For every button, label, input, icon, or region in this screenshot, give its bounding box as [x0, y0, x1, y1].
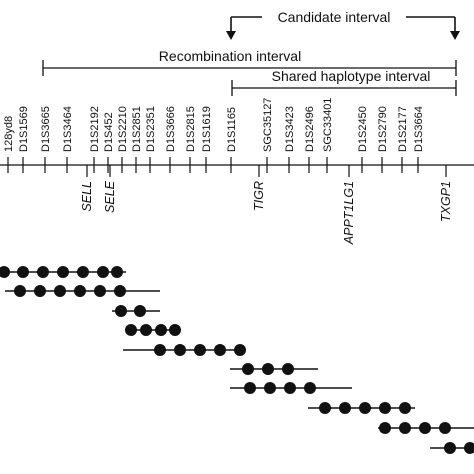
- marker-hit-dot: [244, 382, 256, 394]
- marker-hit-dot: [194, 344, 206, 356]
- clone-contig-rows: [0, 266, 474, 454]
- marker-hit-dot: [154, 344, 166, 356]
- marker-label: D1S2210: [117, 106, 129, 152]
- clone-row: [230, 363, 318, 375]
- shared-haplotype-interval-bracket: Shared haplotype interval: [231, 68, 457, 96]
- marker-hit-dot: [399, 422, 411, 434]
- marker-hit-dot: [464, 442, 474, 454]
- marker-hit-dot: [114, 285, 126, 297]
- marker-hit-dot: [74, 285, 86, 297]
- marker-label: D1S2351: [145, 106, 157, 152]
- recombination-interval-label: Recombination interval: [159, 48, 301, 64]
- marker-label: SGC33401: [322, 98, 334, 152]
- marker-hit-dot: [359, 402, 371, 414]
- marker-label: D1S2192: [89, 106, 101, 152]
- marker-label: D1S452: [103, 112, 115, 152]
- clone-row: [378, 422, 474, 434]
- gene-label: TIGR: [252, 181, 266, 211]
- marker-hit-dot: [339, 402, 351, 414]
- candidate-interval-bracket: Candidate interval: [226, 9, 460, 40]
- clone-row: [308, 402, 415, 414]
- clone-row: [230, 382, 352, 394]
- marker-hit-dot: [379, 402, 391, 414]
- marker-hit-dot: [214, 344, 226, 356]
- marker-hit-dot: [319, 402, 331, 414]
- marker-label: D1S3664: [413, 106, 425, 152]
- marker-label: D1S2177: [397, 106, 409, 152]
- marker-hit-dot: [242, 363, 254, 375]
- marker-track: 128yd8 D1S1569 D1S3665 D1S3464 D1S2192 D1S452…: [3, 98, 425, 173]
- marker-hit-dot: [0, 266, 10, 278]
- gene-track: SELL SELE TIGR APPT1LG1 TXGP1: [80, 165, 453, 245]
- marker-hit-dot: [34, 285, 46, 297]
- marker-hit-dot: [262, 363, 274, 375]
- marker-hit-dot: [155, 324, 167, 336]
- clone-row: [125, 324, 181, 336]
- marker-label: D1S2815: [185, 106, 197, 152]
- marker-hit-dot: [125, 324, 137, 336]
- recombination-interval-bracket: Recombination interval: [42, 48, 457, 76]
- gene-label: TXGP1: [439, 181, 453, 222]
- marker-hit-dot: [115, 305, 127, 317]
- marker-hit-dot: [134, 305, 146, 317]
- marker-hit-dot: [174, 344, 186, 356]
- clone-row: [123, 344, 246, 356]
- marker-hit-dot: [399, 402, 411, 414]
- marker-hit-dot: [77, 266, 89, 278]
- marker-label: D1S1619: [201, 106, 213, 152]
- clone-row: [430, 442, 474, 454]
- marker-hit-dot: [234, 344, 246, 356]
- gene-label: SELE: [103, 180, 117, 213]
- marker-hit-dot: [140, 324, 152, 336]
- gene-label: APPT1LG1: [342, 181, 356, 245]
- marker-label: D1S2450: [357, 106, 369, 152]
- candidate-left-arrowhead: [226, 31, 236, 40]
- marker-label: D1S2496: [304, 106, 316, 152]
- marker-hit-dot: [37, 266, 49, 278]
- marker-hit-dot: [439, 422, 451, 434]
- marker-hit-dot: [304, 382, 316, 394]
- candidate-interval-label: Candidate interval: [278, 9, 391, 25]
- marker-label: D1S3464: [62, 106, 74, 152]
- gene-label: SELL: [80, 181, 94, 212]
- marker-hit-dot: [14, 285, 26, 297]
- marker-label: D1S3666: [165, 106, 177, 152]
- marker-label: D1S1165: [226, 107, 238, 152]
- candidate-right-arrowhead: [450, 31, 460, 40]
- marker-hit-dot: [284, 382, 296, 394]
- marker-hit-dot: [17, 266, 29, 278]
- marker-hit-dot: [57, 266, 69, 278]
- marker-label: D1S1569: [18, 106, 30, 152]
- marker-hit-dot: [169, 324, 181, 336]
- marker-hit-dot: [111, 266, 123, 278]
- marker-hit-dot: [419, 422, 431, 434]
- marker-label: D1S2790: [377, 106, 389, 152]
- marker-hit-dot: [282, 363, 294, 375]
- marker-hit-dot: [264, 382, 276, 394]
- marker-hit-dot: [444, 442, 456, 454]
- marker-label: D1S3423: [284, 106, 296, 152]
- marker-hit-dot: [94, 285, 106, 297]
- marker-label: D1S3665: [40, 106, 52, 152]
- marker-label: D1S2851: [131, 106, 143, 152]
- marker-hit-dot: [54, 285, 66, 297]
- marker-label: 128yd8: [3, 116, 15, 152]
- clone-row: [0, 266, 126, 278]
- marker-hit-dot: [97, 266, 109, 278]
- marker-hit-dot: [379, 422, 391, 434]
- marker-label: SGC35127: [262, 98, 274, 152]
- clone-row: [112, 305, 160, 317]
- shared-haplotype-interval-label: Shared haplotype interval: [272, 68, 431, 84]
- clone-row: [5, 285, 160, 297]
